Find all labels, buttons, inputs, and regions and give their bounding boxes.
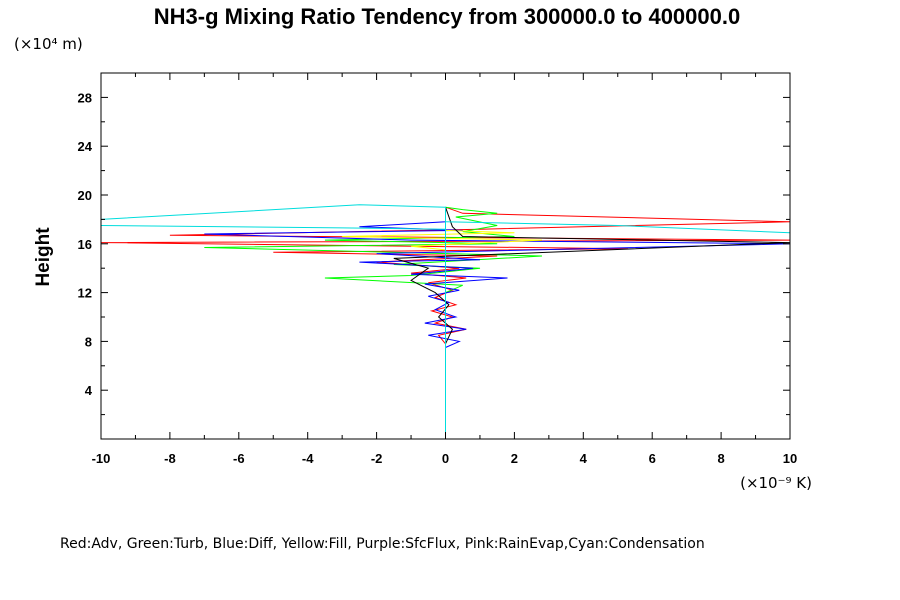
x-tick-label: 6 — [649, 451, 656, 466]
series-line-4 — [393, 207, 790, 345]
x-tick-label: 0 — [442, 451, 449, 466]
series-line-6 — [445, 221, 790, 234]
series-line-2 — [204, 207, 790, 348]
x-tick-label: -8 — [164, 451, 176, 466]
y-tick-label: 24 — [78, 139, 93, 154]
x-tick-label: 2 — [511, 451, 518, 466]
x-tick-label: 10 — [783, 451, 797, 466]
x-tick-label: -2 — [371, 451, 383, 466]
y-tick-labels: 4 8 12 16 20 24 28 — [78, 90, 93, 398]
series-line-5 — [101, 204, 446, 439]
y-axis-unit: (×10⁴ m) — [14, 35, 83, 53]
y-tick-label: 4 — [85, 383, 93, 398]
x-axis-unit: (×10⁻⁹ K) — [740, 474, 812, 492]
plot-frame — [100, 72, 791, 440]
y-tick-label: 16 — [78, 237, 92, 252]
series-line-3 — [342, 229, 543, 251]
x-tick-label: -10 — [92, 451, 111, 466]
series-line-7 — [101, 225, 446, 230]
y-axis-label: Height — [33, 227, 54, 287]
plot-lines — [101, 204, 790, 439]
series-line-1 — [204, 206, 543, 294]
x-tick-label: -4 — [302, 451, 314, 466]
x-tick-label: 4 — [580, 451, 588, 466]
x-tick-label: -6 — [233, 451, 245, 466]
y-tick-label: 20 — [78, 188, 92, 203]
y-tick-label: 8 — [85, 334, 92, 349]
y-tick-label: 12 — [78, 286, 92, 301]
legend-text: Red:Adv, Green:Turb, Blue:Diff, Yellow:F… — [60, 536, 705, 552]
x-tick-labels: -10 -8 -6 -4 -2 0 2 4 6 8 10 — [92, 451, 798, 466]
chart-title: NH3-g Mixing Ratio Tendency from 300000.… — [154, 4, 740, 29]
y-tick-label: 28 — [78, 90, 92, 105]
x-tick-label: 8 — [717, 451, 724, 466]
